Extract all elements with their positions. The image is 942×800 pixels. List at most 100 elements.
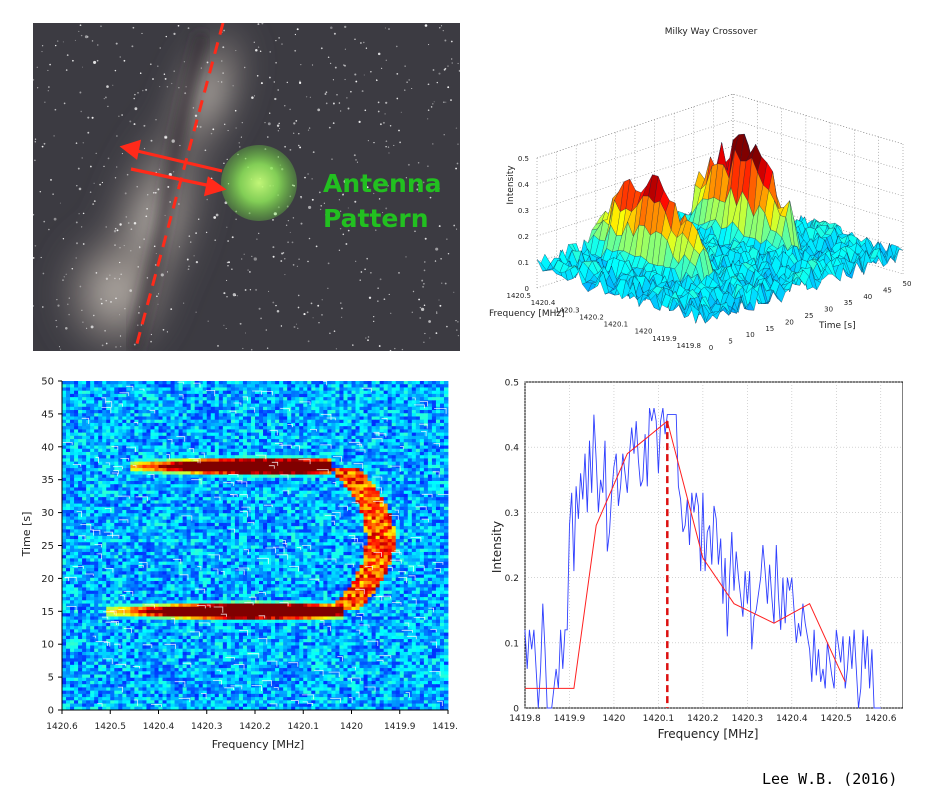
heatmap-cell <box>74 480 79 485</box>
heatmap-cell <box>202 410 208 414</box>
heatmap-cell <box>62 474 67 479</box>
heatmap-cell <box>234 429 240 434</box>
heatmap-cell <box>206 471 212 475</box>
heatmap-cell <box>202 451 208 456</box>
heatmap-cell <box>86 455 91 459</box>
heatmap-cell <box>226 393 232 398</box>
heatmap-cell <box>283 397 288 401</box>
heatmap-cell <box>255 432 260 437</box>
heatmap-cell <box>291 435 296 440</box>
heatmap-cell <box>403 464 409 469</box>
heatmap-cell <box>218 426 224 430</box>
heatmap-cell <box>214 416 220 421</box>
heatmap-cell <box>331 464 336 469</box>
heatmap-cell <box>319 429 324 434</box>
heatmap-cell <box>315 381 320 385</box>
heatmap-cell <box>82 381 87 385</box>
heatmap-cell <box>166 419 171 424</box>
heatmap-cell <box>355 435 360 440</box>
surface-grid-line <box>536 171 904 237</box>
heatmap-cell <box>154 464 159 469</box>
heatmap-cell <box>283 410 288 414</box>
heatmap-cell <box>399 384 405 388</box>
heatmap-cell <box>331 484 336 488</box>
heatmap-cell <box>90 468 95 472</box>
heatmap-cell <box>299 397 304 401</box>
heatmap-cell <box>66 422 71 427</box>
heatmap-cell <box>170 461 175 466</box>
heatmap-cell <box>234 439 240 443</box>
heatmap-cell <box>415 458 421 463</box>
heatmap-cell <box>198 400 204 404</box>
heatmap-cell <box>411 390 417 395</box>
heatmap-cell <box>299 484 304 488</box>
heatmap-cell <box>226 461 232 466</box>
heatmap-cell <box>287 490 292 495</box>
heatmap-cell <box>331 406 336 411</box>
heatmap-cell <box>122 416 127 421</box>
heatmap-cell <box>78 493 83 498</box>
heatmap-cell <box>246 384 252 388</box>
heatmap-cell <box>379 484 385 488</box>
heatmap-cell <box>126 464 131 469</box>
heatmap-cell <box>343 439 348 443</box>
heatmap-cell <box>415 410 421 414</box>
heatmap-cell <box>222 387 228 392</box>
heatmap-cell <box>94 439 99 443</box>
heatmap-cell <box>315 480 320 485</box>
heatmap-cell <box>367 416 372 421</box>
heatmap-cell <box>226 468 232 472</box>
heatmap-cell <box>246 458 252 463</box>
heatmap-cell <box>307 461 312 466</box>
heatmap-cell <box>379 461 385 466</box>
heatmap-cell <box>411 442 417 446</box>
heatmap-cell <box>178 400 184 404</box>
heatmap-cell <box>214 413 220 417</box>
heatmap-cell <box>307 387 312 392</box>
heatmap-cell <box>130 406 135 411</box>
heatmap-cell <box>307 445 312 450</box>
heatmap-cell <box>319 426 324 430</box>
heatmap-cell <box>90 490 95 495</box>
heatmap-cell <box>263 426 268 430</box>
heatmap-cell <box>439 410 445 414</box>
heatmap-cell <box>343 461 348 466</box>
heatmap-cell <box>102 406 107 411</box>
heatmap-cell <box>174 442 179 446</box>
heatmap-cell <box>234 419 240 424</box>
heatmap-cell <box>299 422 304 427</box>
heatmap-cell <box>170 477 175 482</box>
heatmap-cell <box>226 484 232 488</box>
heatmap-cell <box>242 461 248 466</box>
heatmap-cell <box>411 381 417 385</box>
heatmap-cell <box>246 397 252 401</box>
heatmap-cell <box>194 442 200 446</box>
heatmap-cell <box>138 471 143 475</box>
heatmap-cell <box>170 390 175 395</box>
heatmap-cell <box>351 477 356 482</box>
heatmap-cell <box>126 381 131 385</box>
heatmap-cell <box>130 390 135 395</box>
heatmap-cell <box>130 397 135 401</box>
heatmap-cell <box>279 397 284 401</box>
heatmap-cell <box>214 381 220 385</box>
heatmap-cell <box>399 381 405 385</box>
heatmap-cell <box>415 403 421 408</box>
heatmap-cell <box>190 461 196 466</box>
heatmap-cell <box>194 487 200 492</box>
heatmap-cell <box>214 419 220 424</box>
heatmap-cell <box>118 400 123 404</box>
heatmap-cell <box>114 439 119 443</box>
heatmap-cell <box>218 493 224 498</box>
heatmap-cell <box>387 429 393 434</box>
heatmap-cell <box>178 455 184 459</box>
heatmap-cell <box>263 410 268 414</box>
heatmap-cell <box>130 439 135 443</box>
heatmap-cell <box>291 487 296 492</box>
heatmap-cell <box>218 480 224 485</box>
heatmap-cell <box>218 477 224 482</box>
heatmap-cell <box>186 445 192 450</box>
heatmap-cell <box>126 442 131 446</box>
heatmap-cell <box>206 442 212 446</box>
heatmap-cell <box>399 416 405 421</box>
